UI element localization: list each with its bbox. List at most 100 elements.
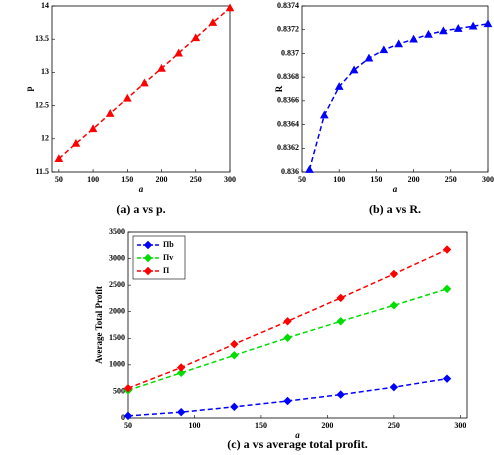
marker bbox=[88, 124, 98, 133]
x-tick-label: 100 bbox=[87, 175, 99, 184]
marker bbox=[225, 3, 235, 12]
x-tick-label: 300 bbox=[454, 421, 466, 430]
marker bbox=[157, 63, 166, 72]
y-tick-label: 11.5 bbox=[35, 167, 49, 176]
marker bbox=[319, 110, 329, 119]
marker bbox=[336, 293, 345, 303]
marker bbox=[439, 26, 448, 35]
legend-label: Π bbox=[163, 266, 170, 275]
marker bbox=[123, 411, 133, 421]
marker bbox=[105, 109, 115, 117]
y-tick-label: 3000 bbox=[109, 253, 125, 262]
caption: (c) a vs average total profit. bbox=[227, 437, 367, 451]
marker bbox=[442, 374, 452, 383]
y-tick-label: 0.836 bbox=[281, 167, 299, 176]
marker bbox=[468, 21, 478, 30]
marker bbox=[305, 165, 314, 173]
y-tick-label: 1500 bbox=[109, 333, 125, 342]
marker bbox=[453, 23, 463, 32]
x-tick-label: 300 bbox=[482, 175, 494, 184]
y-tick-label: 0 bbox=[121, 413, 125, 422]
y-tick-label: 0.8368 bbox=[277, 72, 299, 81]
marker bbox=[176, 363, 186, 372]
marker bbox=[191, 33, 201, 42]
marker bbox=[424, 29, 433, 38]
y-tick-label: 0.8366 bbox=[277, 96, 299, 105]
marker bbox=[389, 382, 399, 392]
caption: (b) a vs R. bbox=[369, 202, 421, 216]
x-tick-label: 150 bbox=[255, 421, 267, 430]
marker bbox=[283, 396, 292, 406]
y-tick-label: 13.5 bbox=[35, 34, 49, 43]
marker bbox=[143, 240, 153, 250]
legend-label: Πb bbox=[163, 240, 174, 249]
marker bbox=[123, 384, 133, 393]
x-tick-label: 200 bbox=[408, 175, 420, 184]
y-axis-label: p bbox=[24, 86, 34, 91]
marker bbox=[394, 39, 404, 48]
y-tick-label: 0.8374 bbox=[277, 1, 299, 10]
marker bbox=[230, 402, 239, 412]
marker bbox=[176, 407, 186, 417]
y-tick-label: 0.8364 bbox=[277, 119, 299, 128]
y-tick-label: 2500 bbox=[109, 280, 125, 289]
marker bbox=[176, 368, 186, 378]
marker bbox=[349, 65, 359, 74]
x-tick-label: 50 bbox=[124, 421, 132, 430]
marker bbox=[442, 245, 452, 254]
marker bbox=[140, 78, 149, 87]
x-axis-label: a bbox=[295, 430, 300, 440]
caption: (a) a vs p. bbox=[116, 202, 165, 216]
marker bbox=[409, 34, 418, 43]
marker bbox=[54, 154, 64, 163]
y-tick-label: 500 bbox=[113, 386, 125, 395]
marker bbox=[71, 138, 81, 147]
y-tick-label: 3500 bbox=[109, 227, 125, 236]
y-tick-label: 14 bbox=[41, 1, 49, 10]
x-tick-label: 250 bbox=[445, 175, 457, 184]
y-axis-label: Average Total Profit bbox=[94, 286, 104, 364]
x-axis-label: a bbox=[393, 184, 398, 194]
x-tick-label: 200 bbox=[321, 421, 333, 430]
x-tick-label: 150 bbox=[370, 175, 382, 184]
plot-frame bbox=[301, 5, 489, 173]
plot-frame bbox=[51, 5, 231, 173]
y-tick-label: 2000 bbox=[109, 307, 125, 316]
y-tick-label: 0.8372 bbox=[277, 25, 299, 34]
x-tick-label: 250 bbox=[190, 175, 202, 184]
plot-frame bbox=[127, 231, 468, 419]
marker bbox=[208, 18, 218, 26]
y-tick-label: 0.8362 bbox=[277, 143, 299, 152]
marker bbox=[483, 19, 493, 28]
marker bbox=[230, 339, 239, 349]
marker bbox=[336, 317, 345, 326]
x-tick-label: 100 bbox=[188, 421, 200, 430]
marker bbox=[442, 284, 452, 294]
marker bbox=[379, 45, 389, 54]
x-tick-label: 50 bbox=[298, 175, 306, 184]
x-axis-label: a bbox=[139, 184, 144, 194]
marker bbox=[143, 266, 153, 276]
legend-label: Πv bbox=[163, 253, 173, 262]
marker bbox=[364, 53, 374, 62]
marker bbox=[389, 301, 399, 310]
marker bbox=[174, 48, 184, 57]
marker bbox=[283, 317, 292, 326]
y-tick-label: 1000 bbox=[109, 360, 125, 369]
x-tick-label: 150 bbox=[121, 175, 133, 184]
marker bbox=[230, 351, 239, 360]
marker bbox=[143, 253, 153, 263]
x-tick-label: 300 bbox=[224, 175, 236, 184]
marker bbox=[336, 390, 345, 399]
y-tick-label: 12 bbox=[41, 134, 49, 143]
y-axis-label: R bbox=[274, 85, 284, 92]
x-tick-label: 100 bbox=[333, 175, 345, 184]
x-tick-label: 50 bbox=[55, 175, 63, 184]
marker bbox=[283, 333, 292, 342]
marker bbox=[334, 82, 344, 90]
x-tick-label: 200 bbox=[156, 175, 168, 184]
y-tick-label: 0.837 bbox=[281, 48, 299, 57]
marker bbox=[389, 269, 399, 279]
x-tick-label: 250 bbox=[388, 421, 400, 430]
